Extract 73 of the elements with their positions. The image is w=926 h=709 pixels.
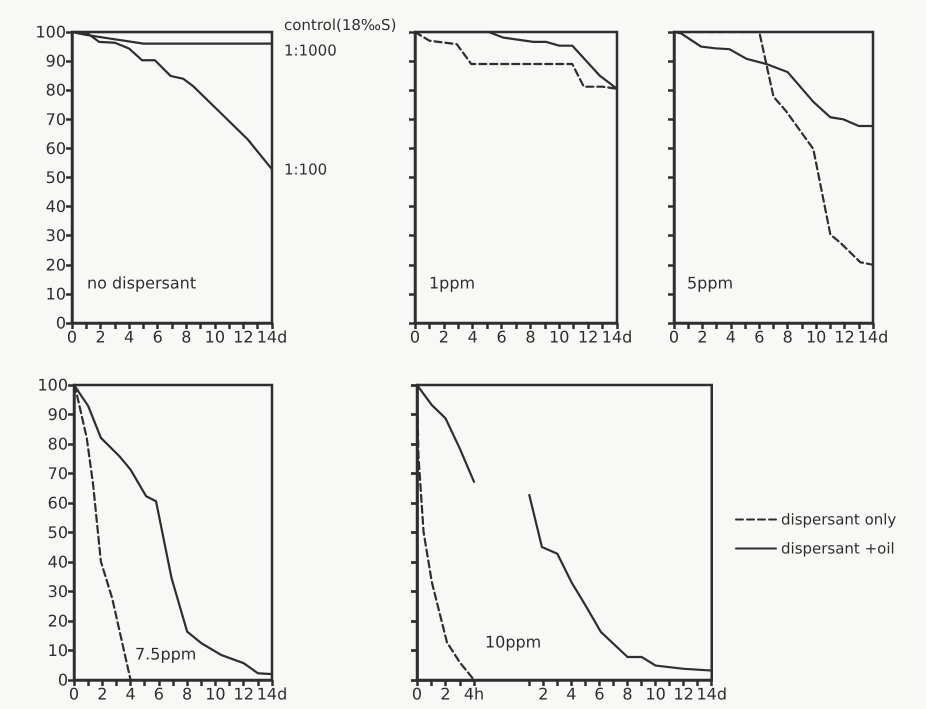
y-tick-label: 70 [48, 464, 68, 483]
y-tick-label: 40 [48, 552, 68, 572]
legend-label: dispersant only [781, 510, 896, 528]
x-tick-label: 4 [566, 684, 576, 704]
x-tick-label: 10 [645, 684, 666, 704]
x-tick-label: 14d [256, 684, 288, 704]
x-tick-label: 10 [806, 328, 826, 346]
x-tick-label: 14d [858, 328, 888, 346]
y-tick-label: 60 [46, 138, 66, 158]
y-tick-label: 40 [46, 197, 66, 216]
x-tick-label: 10 [549, 328, 570, 346]
series-label: 1:100 [284, 160, 328, 178]
x-tick-label: 4 [468, 328, 478, 346]
y-tick-label: 60 [48, 494, 68, 512]
x-tick-label: 6 [152, 328, 163, 346]
series-label: 1:1000 [284, 42, 337, 60]
x-tick-label: 4h [464, 684, 484, 704]
x-tick-label: 12 [673, 684, 694, 704]
x-tick-label: 14d [256, 328, 288, 346]
y-tick-label: 90 [48, 405, 68, 424]
x-tick-label: 6 [496, 328, 507, 346]
y-tick-label: 0 [56, 314, 66, 332]
y-tick-label: 10 [48, 641, 68, 660]
text: 5ppm [687, 274, 734, 292]
x-tick-label: 8 [181, 328, 192, 346]
x-tick-label: 12 [578, 328, 598, 346]
y-tick-label: 80 [48, 434, 68, 454]
text: no dispersant [87, 274, 196, 292]
y-tick-label: 90 [46, 52, 66, 71]
x-tick-label: 0 [668, 328, 680, 346]
x-tick-label: 4 [726, 328, 736, 346]
x-tick-label: 2 [438, 328, 449, 346]
x-tick-label: 4 [125, 684, 136, 704]
y-tick-label: 10 [46, 284, 66, 304]
x-tick-label: 2 [440, 684, 451, 704]
x-tick-label: 8 [622, 684, 633, 704]
y-tick-label: 50 [48, 523, 68, 542]
y-tick-label: 20 [48, 612, 68, 630]
x-tick-label: 12 [233, 328, 254, 346]
y-tick-label: 50 [46, 168, 66, 187]
x-tick-label: 8 [782, 328, 793, 346]
y-tick-label: 20 [46, 255, 66, 274]
y-tick-label: 30 [46, 226, 66, 246]
x-tick-label: 10 [205, 684, 226, 704]
y-tick-label: 70 [46, 110, 66, 129]
text: 7.5ppm [135, 644, 196, 664]
y-tick-label: 30 [48, 582, 68, 601]
y-tick-label: 100 [35, 22, 66, 42]
text: 10ppm [485, 632, 542, 652]
x-tick-label: 14d [602, 328, 632, 346]
x-tick-label: 4 [124, 328, 134, 346]
x-tick-label: 2 [95, 328, 106, 346]
x-tick-label: 6 [754, 328, 764, 346]
x-tick-label: 12 [234, 684, 254, 704]
x-tick-label: 0 [412, 684, 422, 704]
x-tick-label: 6 [594, 684, 605, 704]
legend-label: dispersant +oil [781, 540, 895, 558]
x-tick-label: 0 [410, 328, 420, 346]
x-tick-label: 2 [538, 684, 548, 704]
x-tick-label: 8 [182, 684, 192, 704]
series-label: control(18‰S) [284, 16, 396, 34]
x-tick-label: 0 [68, 684, 80, 704]
x-tick-label: 10 [204, 328, 226, 346]
y-tick-label: 80 [46, 80, 66, 100]
x-tick-label: 2 [697, 328, 708, 346]
y-tick-label: 100 [37, 376, 68, 394]
x-tick-label: 14d [696, 684, 727, 704]
y-tick-label: 0 [58, 670, 68, 690]
x-tick-label: 6 [154, 684, 164, 704]
x-tick-label: 12 [834, 328, 855, 346]
x-tick-label: 2 [97, 684, 108, 704]
x-tick-label: 8 [525, 328, 536, 346]
text: 1ppm [429, 274, 476, 292]
